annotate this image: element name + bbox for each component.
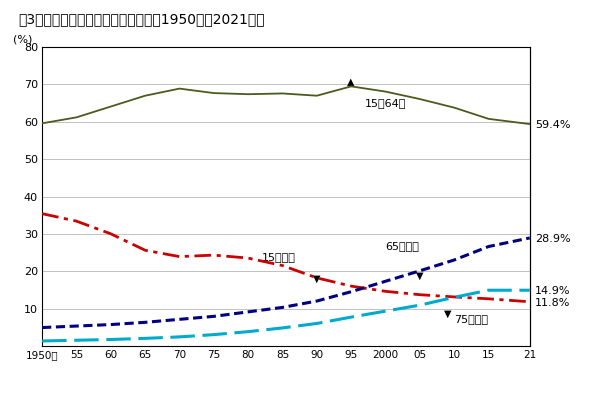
Text: (%): (%) [13, 34, 33, 44]
Text: 図3　年齢区分別人口の割合の推移（1950年～2021年）: 図3 年齢区分別人口の割合の推移（1950年～2021年） [18, 12, 265, 26]
Text: ▼: ▼ [313, 274, 321, 284]
Text: 65歳以上: 65歳以上 [385, 241, 420, 251]
Text: 15歳未満: 15歳未満 [262, 252, 296, 262]
Text: ▼: ▼ [416, 271, 424, 281]
Text: 15～64歳: 15～64歳 [365, 97, 406, 108]
Text: 75歳以上: 75歳以上 [455, 314, 488, 324]
Text: ▲: ▲ [347, 76, 355, 86]
Text: ▼: ▼ [444, 309, 451, 318]
